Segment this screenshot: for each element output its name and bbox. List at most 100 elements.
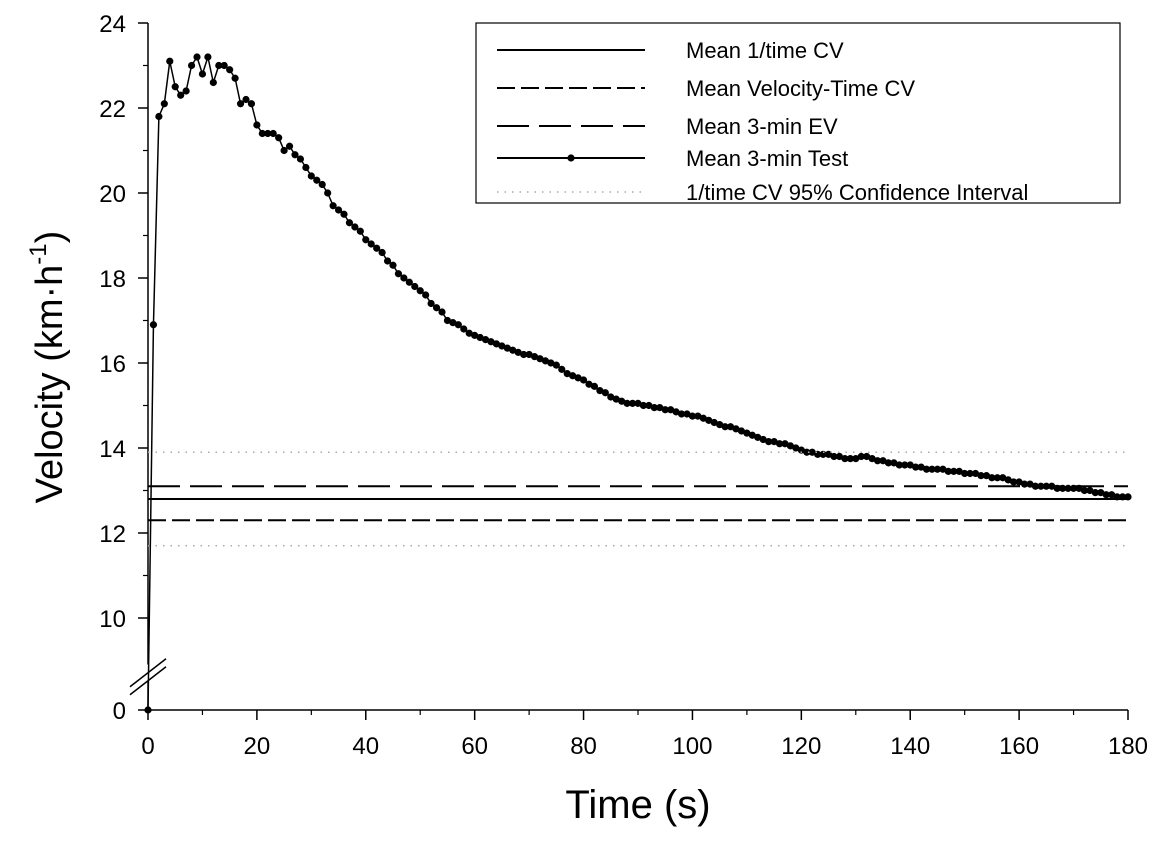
data-point <box>247 100 256 108</box>
data-point <box>1004 476 1012 484</box>
data-point <box>383 257 392 265</box>
x-tick-label: 0 <box>141 733 154 760</box>
data-point <box>1031 482 1040 490</box>
data-point <box>481 336 490 344</box>
data-point <box>204 53 212 61</box>
x-tick-label: 120 <box>781 733 821 760</box>
data-point <box>454 321 462 329</box>
data-point <box>688 412 697 420</box>
data-point <box>242 95 250 104</box>
data-point <box>351 223 359 231</box>
data-point <box>487 338 495 346</box>
x-tick-label: 140 <box>890 733 930 760</box>
data-point <box>667 406 675 414</box>
data-point <box>356 227 364 235</box>
data-point <box>275 134 283 142</box>
data-point <box>819 450 827 458</box>
data-point <box>857 452 865 461</box>
data-point <box>460 325 468 333</box>
data-point <box>177 91 185 99</box>
data-point <box>993 474 1001 482</box>
data-point <box>166 57 174 65</box>
data-point <box>1118 493 1127 501</box>
y-tick-label: 16 <box>99 351 126 378</box>
data-point <box>721 423 729 431</box>
data-point <box>672 408 680 416</box>
data-point <box>187 61 196 70</box>
data-point <box>966 469 974 478</box>
data-point <box>253 121 261 129</box>
data-point <box>307 172 315 180</box>
data-point <box>569 372 577 380</box>
data-point <box>650 404 658 412</box>
data-point <box>639 401 648 410</box>
data-point <box>710 418 718 427</box>
data-point <box>873 457 882 465</box>
legend-label: Mean 3-min EV <box>686 114 838 139</box>
data-point <box>405 278 413 286</box>
data-point <box>558 365 566 373</box>
data-point <box>830 452 838 461</box>
data-point <box>928 465 936 473</box>
data-point <box>1097 489 1105 497</box>
data-point <box>933 465 942 473</box>
x-tick-label: 40 <box>352 733 379 760</box>
data-point <box>759 435 767 444</box>
data-point <box>846 455 854 463</box>
data-point <box>808 448 816 456</box>
data-point <box>694 412 702 420</box>
data-point <box>955 467 963 475</box>
y-tick-label: 18 <box>99 266 126 293</box>
data-point <box>514 348 522 356</box>
data-point <box>585 380 593 388</box>
data-point <box>236 100 245 108</box>
data-point <box>939 465 947 473</box>
y-tick-label: 24 <box>99 11 126 38</box>
data-point <box>863 452 871 461</box>
data-point <box>732 425 740 433</box>
data-point <box>634 399 642 407</box>
data-point <box>1048 482 1056 490</box>
data-point <box>1080 486 1089 495</box>
data-point <box>160 100 168 108</box>
data-point <box>498 342 506 350</box>
data-point <box>596 387 604 395</box>
data-point <box>716 421 724 429</box>
data-point <box>269 129 277 138</box>
data-point <box>264 129 272 138</box>
data-point <box>449 319 457 327</box>
data-point <box>1026 480 1034 488</box>
data-point <box>754 433 762 441</box>
data-point <box>171 83 179 91</box>
legend-box <box>475 22 1121 204</box>
x-tick-label: 180 <box>1108 733 1148 760</box>
data-point <box>193 53 201 61</box>
data-point <box>852 455 860 463</box>
data-point <box>1059 484 1067 492</box>
data-point <box>977 472 985 480</box>
data-point <box>1124 493 1132 501</box>
data-point <box>803 448 811 456</box>
data-point <box>999 474 1007 482</box>
data-point <box>743 429 751 437</box>
data-point <box>906 461 914 469</box>
data-point <box>541 357 550 365</box>
data-point <box>378 248 386 257</box>
data-point <box>748 431 756 439</box>
data-point <box>209 78 217 87</box>
data-point <box>329 202 337 210</box>
data-point <box>367 240 375 248</box>
data-point <box>231 74 239 82</box>
y-tick-label: 14 <box>99 436 126 463</box>
data-point <box>677 410 686 418</box>
data-point <box>155 112 163 121</box>
data-point <box>824 450 833 458</box>
data-point <box>530 353 539 361</box>
data-point <box>149 321 158 329</box>
data-point <box>324 189 332 197</box>
data-point <box>1108 491 1116 499</box>
data-point <box>1091 489 1099 497</box>
legend-label: 1/time CV 95% Confidence Interval <box>686 180 1028 205</box>
data-point <box>879 457 887 465</box>
